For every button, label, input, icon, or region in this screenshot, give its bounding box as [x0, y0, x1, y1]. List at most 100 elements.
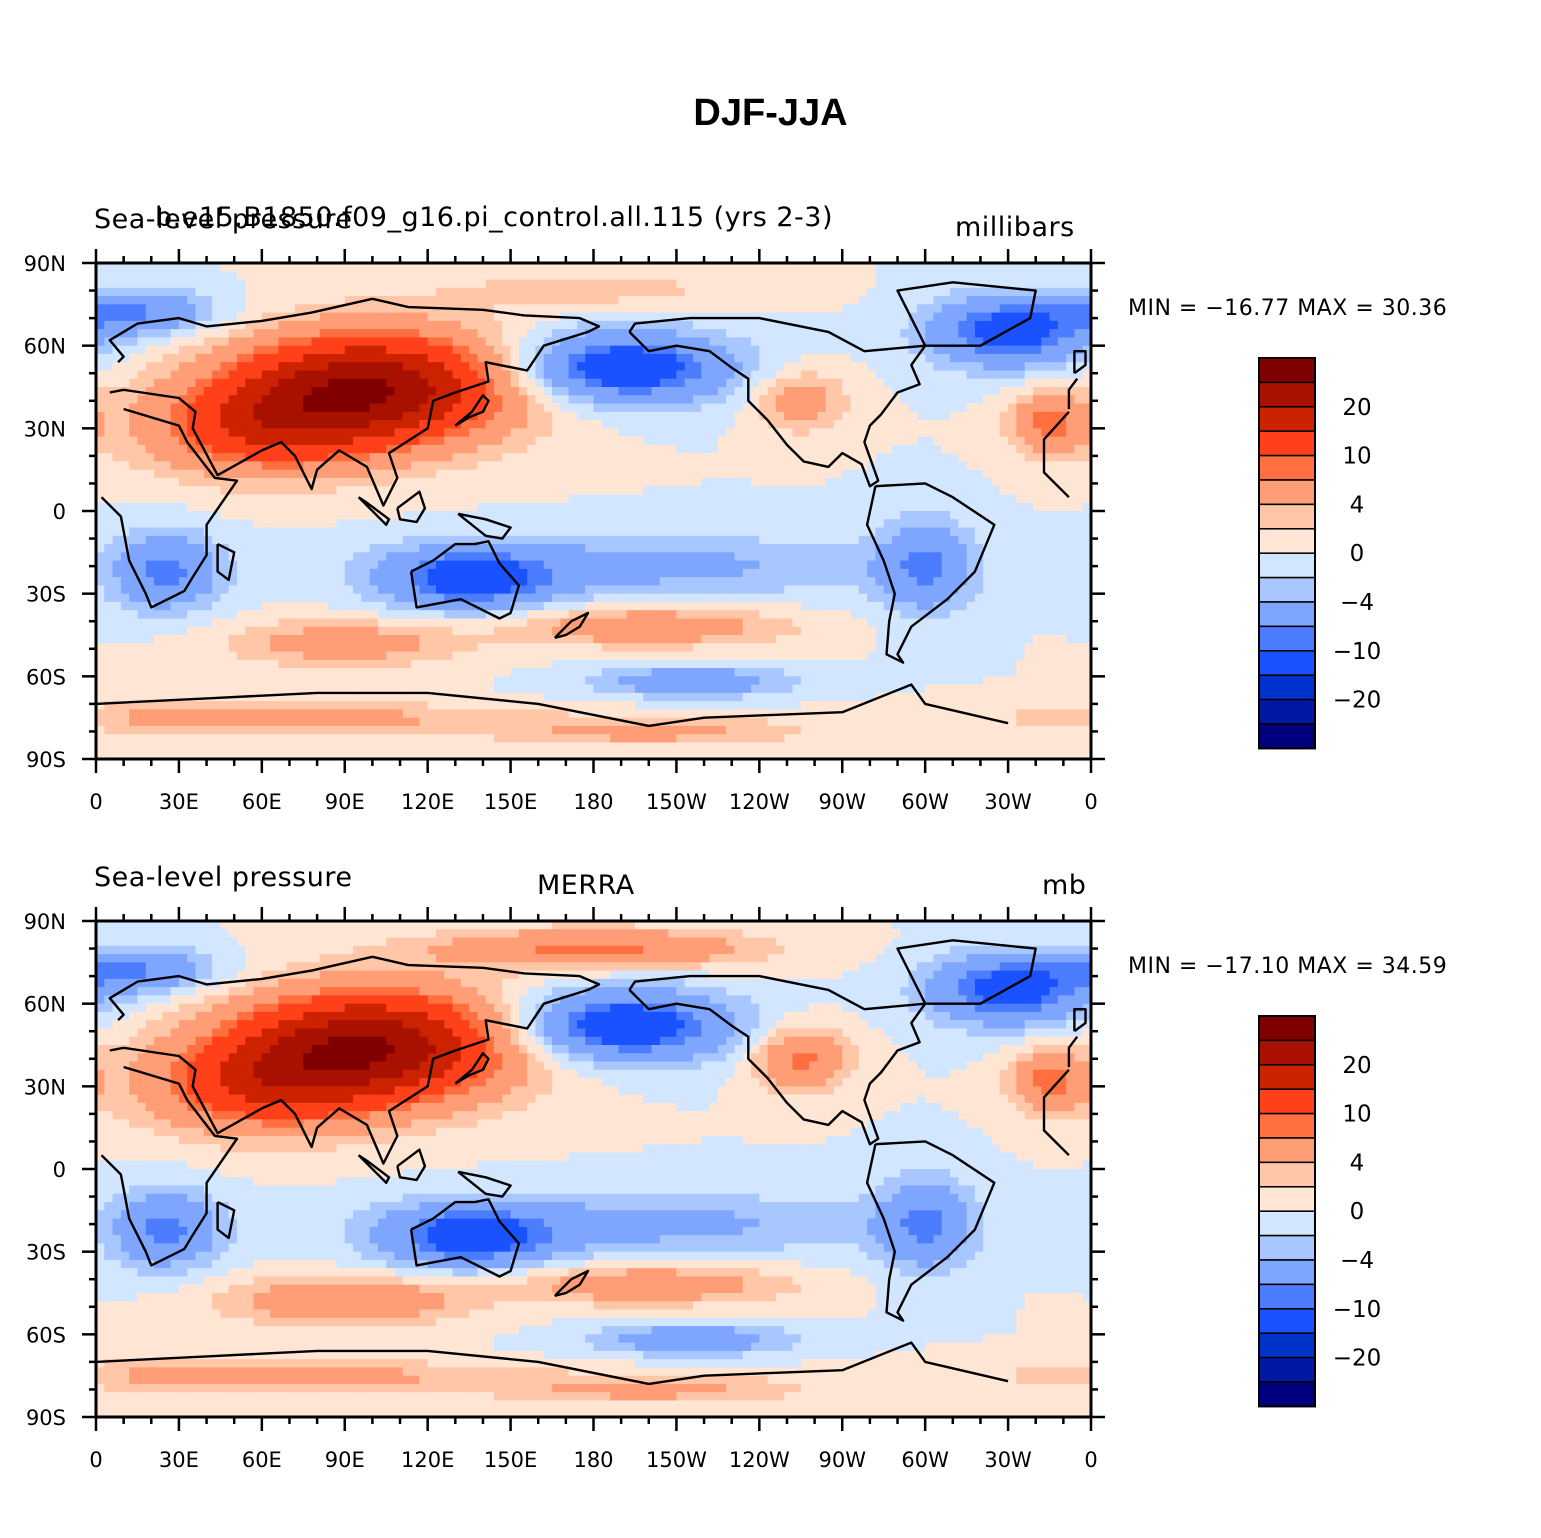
- field-cell: [427, 395, 437, 405]
- field-cell: [601, 560, 611, 570]
- field-cell: [908, 469, 918, 479]
- field-cell: [552, 486, 561, 496]
- field-cell: [875, 312, 885, 322]
- field-cell: [154, 411, 163, 421]
- field-cell: [892, 436, 901, 446]
- field-cell: [1041, 527, 1051, 537]
- field-cell: [626, 453, 636, 462]
- field-cell: [759, 362, 769, 372]
- field-cell: [925, 593, 935, 603]
- field-cell: [634, 345, 644, 355]
- field-cell: [908, 320, 918, 330]
- field-cell: [950, 577, 959, 586]
- field-cell: [908, 453, 918, 462]
- field-cell: [543, 593, 553, 603]
- field-cell: [377, 362, 387, 372]
- field-cell: [693, 502, 702, 512]
- field-cell: [328, 477, 338, 487]
- field-cell: [742, 568, 752, 578]
- field-cell: [253, 263, 263, 272]
- field-cell: [892, 403, 901, 413]
- field-cell: [908, 370, 918, 380]
- field-cell: [1041, 370, 1051, 380]
- field-cell: [270, 552, 280, 562]
- field-cell: [850, 378, 860, 388]
- field-cell: [1008, 362, 1017, 372]
- field-cell: [693, 461, 702, 471]
- field-cell: [236, 263, 246, 272]
- field-cell: [344, 544, 354, 553]
- field-cell: [427, 436, 437, 446]
- field-cell: [634, 585, 644, 595]
- field-cell: [494, 362, 503, 372]
- field-cell: [717, 593, 727, 603]
- field-cell: [494, 436, 503, 446]
- field-cell: [195, 469, 205, 479]
- field-cell: [303, 387, 313, 396]
- field-cell: [717, 444, 727, 454]
- field-cell: [693, 395, 702, 405]
- field-cell: [137, 320, 147, 330]
- field-cell: [435, 511, 445, 520]
- field-cell: [336, 304, 346, 314]
- field-cell: [452, 320, 462, 330]
- field-cell: [1057, 453, 1067, 462]
- field-cell: [1016, 378, 1026, 388]
- field-cell: [693, 585, 702, 595]
- field-cell: [842, 585, 852, 595]
- field-cell: [444, 263, 454, 272]
- field-cell: [892, 287, 901, 297]
- field-cell: [96, 502, 105, 512]
- field-cell: [386, 263, 396, 272]
- field-cell: [601, 469, 611, 479]
- field-cell: [668, 263, 678, 272]
- field-cell: [651, 568, 661, 578]
- field-cell: [659, 453, 669, 462]
- field-cell: [518, 469, 528, 479]
- field-cell: [535, 304, 545, 314]
- field-cell: [502, 461, 512, 471]
- field-cell: [261, 395, 271, 405]
- field-cell: [717, 403, 727, 413]
- field-cell: [187, 387, 197, 396]
- field-cell: [1008, 329, 1017, 338]
- field-cell: [344, 593, 354, 603]
- field-cell: [999, 461, 1009, 471]
- field-cell: [842, 461, 852, 471]
- field-cell: [535, 411, 545, 421]
- field-cell: [286, 370, 296, 380]
- field-cell: [460, 527, 470, 537]
- field-cell: [112, 353, 122, 363]
- field-cell: [875, 287, 885, 297]
- field-cell: [784, 552, 794, 562]
- field-cell: [966, 378, 976, 388]
- field-cell: [817, 535, 827, 545]
- field-cell: [469, 353, 479, 363]
- field-cell: [369, 535, 379, 545]
- field-cell: [494, 585, 503, 595]
- field-cell: [319, 362, 329, 372]
- field-cell: [336, 444, 346, 454]
- field-cell: [543, 395, 553, 405]
- field-cell: [626, 312, 636, 322]
- field-cell: [892, 577, 901, 586]
- field-cell: [96, 453, 105, 462]
- field-cell: [759, 337, 769, 347]
- field-cell: [792, 444, 802, 454]
- field-cell: [336, 568, 346, 578]
- field-cell: [999, 527, 1009, 537]
- field-cell: [916, 428, 926, 438]
- field-cell: [411, 453, 420, 462]
- field-cell: [966, 544, 976, 553]
- field-cell: [485, 593, 495, 603]
- field-cell: [154, 486, 163, 496]
- field-cell: [187, 461, 197, 471]
- field-cell: [983, 552, 993, 562]
- field-cell: [236, 387, 246, 396]
- field-cell: [336, 345, 346, 355]
- field-cell: [576, 296, 586, 305]
- field-cell: [552, 353, 561, 363]
- field-cell: [560, 271, 570, 281]
- field-cell: [195, 593, 205, 603]
- field-cell: [104, 593, 114, 603]
